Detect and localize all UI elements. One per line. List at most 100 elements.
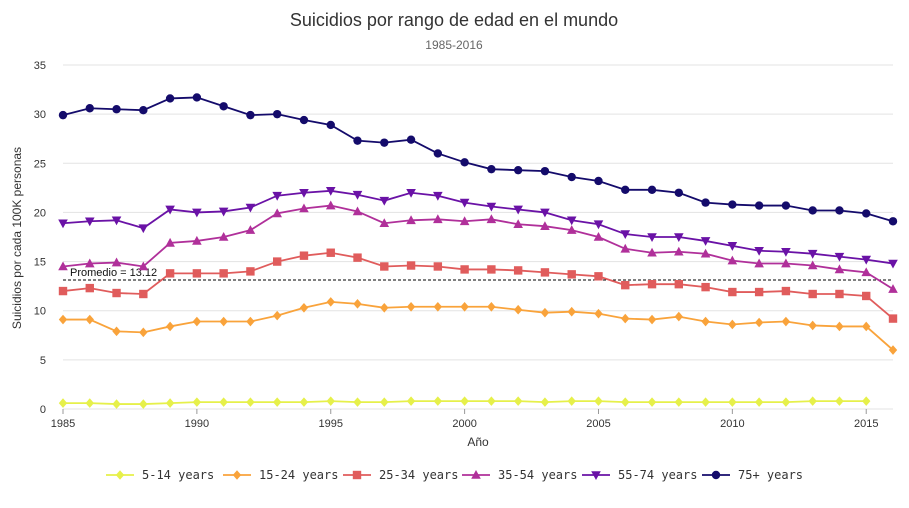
data-point bbox=[459, 198, 470, 208]
data-point bbox=[594, 396, 603, 406]
data-point bbox=[888, 217, 898, 226]
average-label: Promedio = 13.12 bbox=[70, 267, 157, 279]
legend-item: 75+ years bbox=[702, 468, 803, 482]
legend-label: 55-74 years bbox=[618, 468, 697, 482]
data-point bbox=[888, 345, 898, 355]
x-axis-ticks: 1985 1990 1995 2000 2005 2010 2015 bbox=[51, 409, 878, 430]
legend-label: 75+ years bbox=[738, 468, 803, 482]
data-point bbox=[192, 397, 202, 407]
y-tick-label: 5 bbox=[40, 355, 46, 367]
data-point bbox=[781, 258, 791, 268]
data-point bbox=[246, 397, 255, 407]
data-point bbox=[406, 135, 416, 144]
data-point bbox=[192, 269, 202, 278]
x-axis-label: Año bbox=[467, 435, 489, 449]
series-line bbox=[63, 300, 894, 351]
data-point bbox=[594, 272, 603, 281]
data-point bbox=[139, 289, 148, 299]
data-point bbox=[540, 221, 550, 230]
data-point bbox=[513, 219, 523, 229]
data-point bbox=[353, 253, 362, 262]
data-point bbox=[701, 316, 710, 327]
data-point bbox=[593, 232, 604, 241]
data-point bbox=[406, 301, 416, 312]
data-point bbox=[727, 255, 738, 265]
data-point bbox=[165, 398, 175, 408]
x-tick-label: 2010 bbox=[720, 418, 744, 430]
series-line bbox=[62, 96, 894, 223]
data-point bbox=[540, 397, 550, 407]
data-point bbox=[219, 102, 228, 111]
data-point bbox=[245, 225, 256, 234]
data-point bbox=[513, 205, 523, 215]
data-point bbox=[165, 321, 175, 332]
y-axis-label: Suicidios por cada 100K personas bbox=[10, 147, 24, 329]
data-point bbox=[380, 302, 389, 313]
legend-item: 55-74 years bbox=[582, 468, 697, 482]
data-point bbox=[727, 242, 738, 251]
data-point bbox=[192, 208, 202, 218]
data-point bbox=[594, 176, 603, 186]
data-point bbox=[326, 248, 335, 257]
y-tick-label: 30 bbox=[34, 109, 46, 121]
data-point bbox=[701, 282, 710, 292]
data-point bbox=[112, 288, 121, 298]
legend-label: 15-24 years bbox=[259, 468, 338, 482]
data-point bbox=[272, 397, 282, 407]
data-point bbox=[139, 327, 148, 338]
y-tick-label: 25 bbox=[34, 158, 46, 170]
data-point bbox=[406, 261, 416, 270]
y-tick-label: 0 bbox=[40, 404, 46, 416]
data-point bbox=[219, 397, 228, 407]
data-point bbox=[567, 270, 576, 279]
data-point bbox=[701, 198, 710, 207]
data-point bbox=[754, 397, 764, 407]
data-point bbox=[566, 225, 577, 234]
data-point bbox=[487, 265, 496, 274]
data-point bbox=[647, 233, 657, 242]
data-point bbox=[138, 261, 149, 271]
grid-lines bbox=[63, 64, 893, 410]
data-point bbox=[165, 205, 175, 215]
data-point bbox=[299, 251, 309, 260]
data-point bbox=[862, 291, 871, 301]
series-line bbox=[62, 251, 894, 320]
data-point bbox=[433, 149, 443, 158]
data-point bbox=[807, 260, 818, 270]
data-point bbox=[835, 206, 844, 215]
data-point bbox=[700, 248, 711, 258]
data-point bbox=[326, 120, 335, 130]
data-point bbox=[754, 258, 764, 268]
legend: 5-14 years 15-24 years 25-34 years 35-54 ye… bbox=[106, 468, 803, 482]
data-point bbox=[353, 136, 362, 145]
data-point bbox=[781, 247, 791, 257]
data-point bbox=[540, 268, 550, 277]
data-point bbox=[112, 105, 121, 114]
data-point bbox=[460, 396, 469, 406]
chart-subtitle: 1985-2016 bbox=[425, 38, 483, 52]
data-point bbox=[460, 158, 469, 167]
data-point bbox=[192, 235, 202, 245]
x-tick-label: 2000 bbox=[452, 418, 476, 430]
data-point bbox=[272, 310, 282, 321]
data-point bbox=[192, 316, 202, 327]
data-point bbox=[647, 279, 657, 289]
data-point bbox=[513, 304, 523, 315]
data-point bbox=[808, 289, 817, 299]
data-point bbox=[862, 396, 871, 406]
data-point bbox=[460, 265, 469, 274]
data-point bbox=[299, 203, 309, 213]
data-point bbox=[325, 200, 336, 210]
data-point bbox=[353, 397, 362, 407]
data-point bbox=[835, 289, 844, 299]
data-point bbox=[272, 191, 282, 201]
data-point bbox=[807, 249, 818, 259]
legend-marker bbox=[115, 470, 125, 480]
data-point bbox=[326, 396, 335, 406]
data-point bbox=[808, 206, 817, 215]
data-point bbox=[433, 214, 443, 224]
data-point bbox=[513, 396, 523, 406]
data-point bbox=[58, 286, 68, 296]
data-point bbox=[85, 398, 94, 408]
